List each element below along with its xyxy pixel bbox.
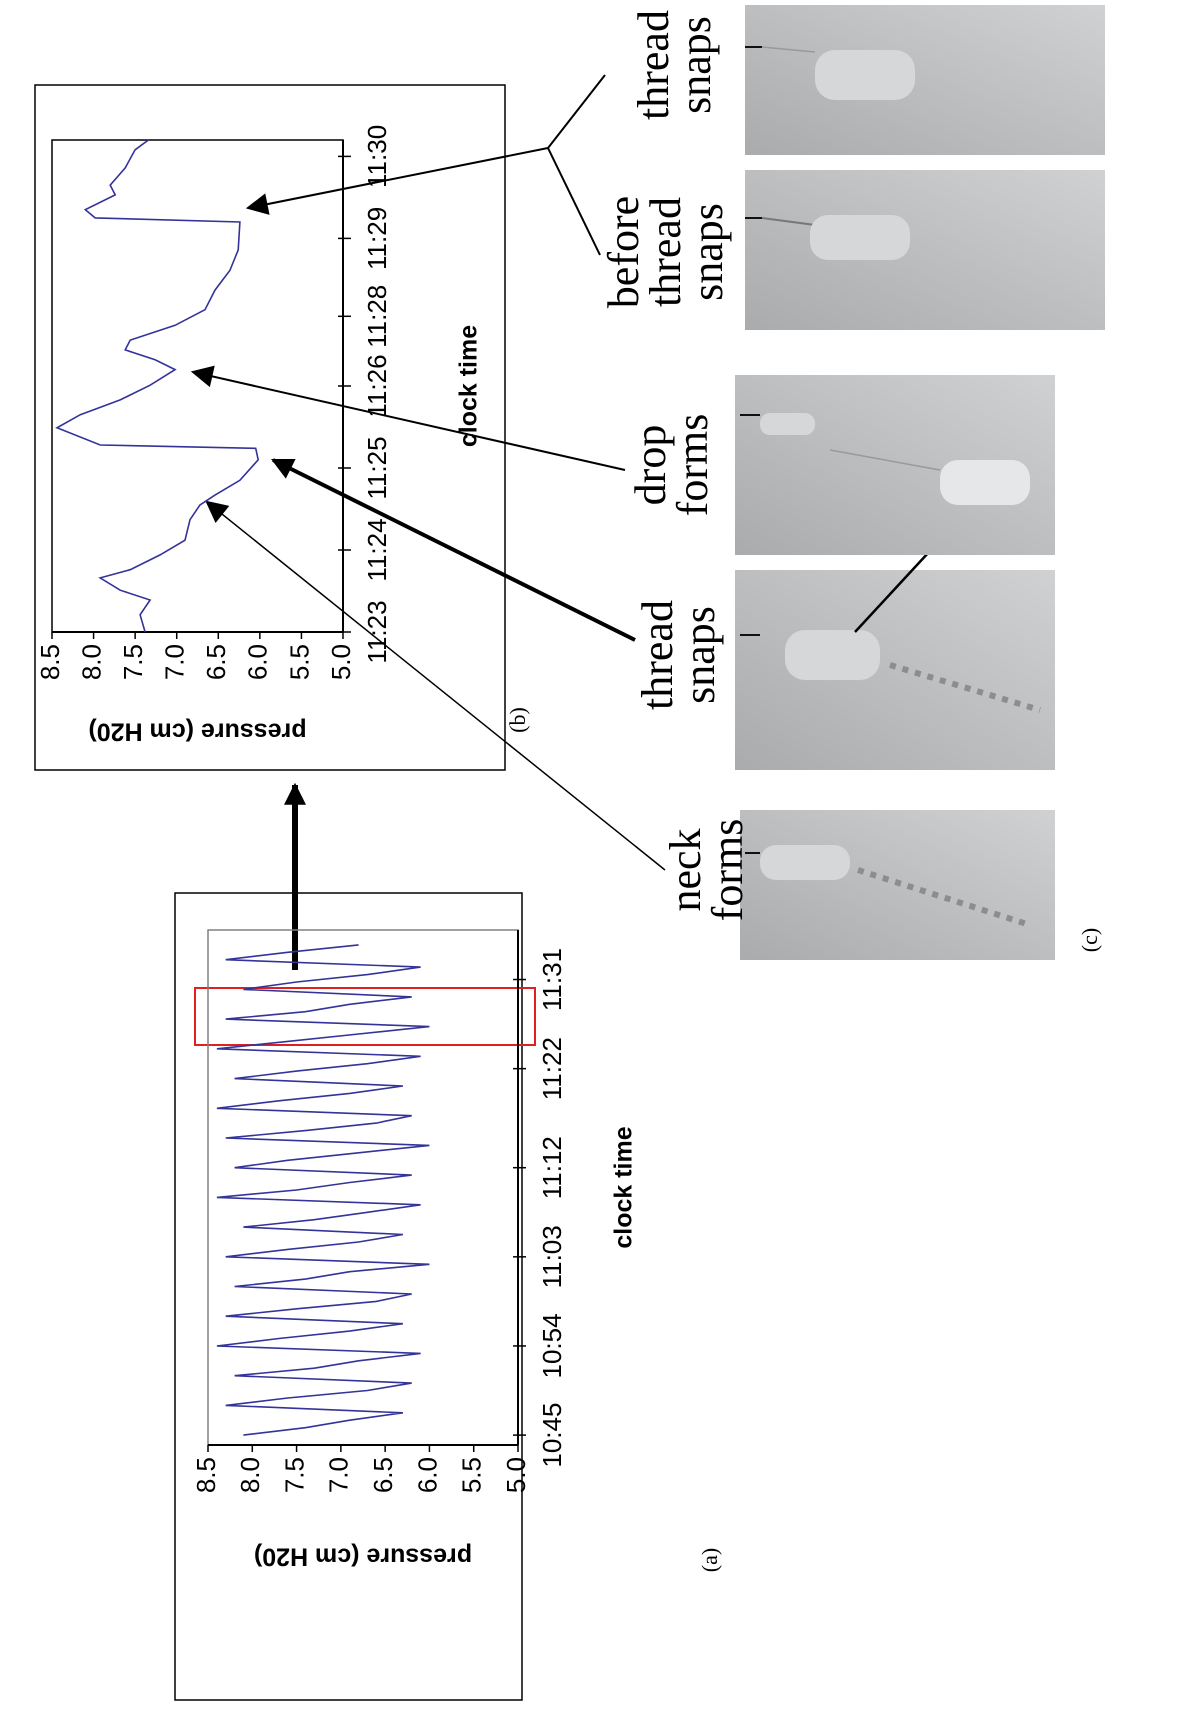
x-tick-label: 11:24 [362,518,392,581]
y-tick-label: 7.5 [279,1457,309,1493]
caption: neck [661,828,710,911]
y-tick-label: 6.5 [368,1457,398,1493]
y-axis-label: pressure (cm H20) [254,1542,472,1570]
rotated-figure: neck forms thread snaps drop forms befor… [34,5,1105,1701]
caption: snaps [671,16,720,114]
photo-neck [740,810,1055,960]
caption: before [599,196,648,308]
x-tick-label: 11:22 [537,1037,567,1100]
x-tick-label: 11:03 [537,1225,567,1288]
x-tick-label: 10:45 [537,1403,567,1468]
y-tick-label: 8.0 [76,644,106,680]
panel-a-box [174,892,523,1701]
y-tick-label: 7.0 [324,1457,354,1493]
caption: drop [626,425,675,506]
caption: thread [641,197,690,307]
y-tick-label: 5.0 [501,1457,531,1493]
fork-lines [546,74,606,256]
y-tick-label: 6.5 [201,644,231,680]
photo-after-snap [745,5,1105,155]
y-tick-label: 8.5 [35,644,65,680]
photo-drop-forms [735,375,1055,555]
y-tick-label: 6.0 [412,1457,442,1493]
x-tick-label: 11:30 [362,125,392,188]
x-tick-label: 11:28 [362,285,392,348]
photo-before-snap [745,170,1105,330]
fork-arrow [245,147,549,215]
pressure-line [216,944,430,1436]
y-tick-label: 8.5 [191,1457,221,1493]
pressure-line [55,139,260,633]
plot-frame [51,139,344,633]
neck-arrow [205,500,666,871]
snap-arrow [271,458,636,642]
y-tick-label: 5.5 [457,1457,487,1493]
caption: snaps [675,606,724,704]
photo-thread-snaps [735,510,1055,770]
x-tick-label: 11:12 [537,1136,567,1199]
x-tick-label: 11:25 [362,436,392,499]
x-axis-label: clock time [610,1126,638,1248]
panel-label: (c) [1077,928,1102,952]
panel-label: (a) [697,1548,722,1572]
panel-label: (b) [505,707,530,733]
y-tick-label: 7.0 [160,644,190,680]
y-tick-label: 8.0 [235,1457,265,1493]
caption: forms [703,819,752,922]
y-tick-label: 7.5 [118,644,148,680]
x-axis-label: clock time [455,325,483,447]
x-tick-label: 10:54 [537,1313,567,1378]
panel-b-box [34,84,506,771]
x-tick-label: 11:31 [537,948,567,1011]
y-tick-label: 5.0 [326,644,356,680]
y-tick-label: 6.0 [243,644,273,680]
x-tick-label: 11:26 [362,354,392,417]
plot-frame [207,929,519,1446]
drop-arrow [190,365,626,471]
x-tick-label: 11:29 [362,207,392,270]
caption: thread [629,10,678,120]
zoom-highlight [194,987,536,1046]
x-tick-label: 11:23 [362,600,392,663]
y-axis-label: pressure (cm H20) [88,717,306,745]
caption: thread [633,600,682,710]
caption: forms [668,414,717,517]
caption: snaps [683,203,732,301]
y-tick-label: 5.5 [284,644,314,680]
